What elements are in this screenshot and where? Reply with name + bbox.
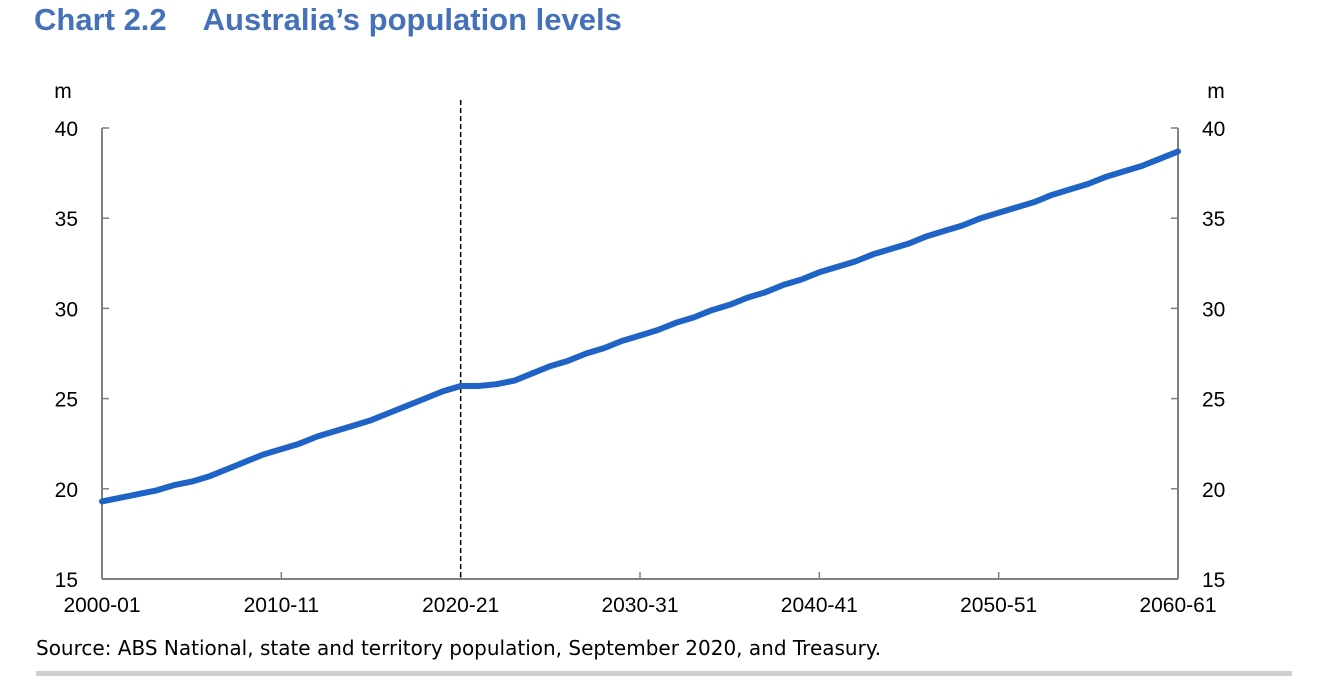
x-tick-label: 2030-31 bbox=[601, 594, 678, 617]
chart-axes: 15 15 20 20 25 25 30 30 35 35 40 40 m m 2000-01 2010-11… bbox=[54, 80, 1225, 617]
y-tick-label-left: 30 bbox=[55, 298, 78, 321]
y-tick-label-right: 15 bbox=[1202, 569, 1225, 592]
y-unit-label-right: m bbox=[1207, 80, 1225, 103]
y-tick-label-right: 40 bbox=[1202, 118, 1225, 141]
source-note: Source: ABS National, state and territor… bbox=[36, 636, 882, 660]
y-tick-label-right: 30 bbox=[1202, 298, 1225, 321]
x-tick-label: 2000-01 bbox=[63, 594, 140, 617]
chart-number: Chart 2.2 bbox=[34, 2, 167, 37]
y-unit-label-left: m bbox=[54, 80, 72, 103]
chart-title-text: Australia’s population levels bbox=[202, 2, 622, 37]
y-tick-label-left: 15 bbox=[55, 569, 78, 592]
x-tick-label: 2050-51 bbox=[960, 594, 1037, 617]
x-tick-label: 2040-41 bbox=[781, 594, 858, 617]
x-tick-label: 2060-61 bbox=[1139, 594, 1216, 617]
chart-marks bbox=[99, 100, 1181, 579]
x-tick-label: 2020-21 bbox=[422, 594, 499, 617]
y-tick-label-left: 25 bbox=[55, 389, 78, 412]
x-tick-label: 2010-11 bbox=[244, 594, 320, 617]
y-tick-label-left: 20 bbox=[55, 479, 78, 502]
chart-title: Chart 2.2 Australia’s population levels bbox=[34, 2, 622, 38]
population-series-line bbox=[99, 148, 1181, 505]
y-tick-label-left: 35 bbox=[55, 208, 78, 231]
y-tick-label-right: 20 bbox=[1202, 479, 1225, 502]
y-tick-label-right: 35 bbox=[1202, 208, 1225, 231]
y-tick-label-right: 25 bbox=[1202, 389, 1225, 412]
bottom-divider bbox=[36, 671, 1292, 676]
y-tick-label-left: 40 bbox=[55, 118, 78, 141]
